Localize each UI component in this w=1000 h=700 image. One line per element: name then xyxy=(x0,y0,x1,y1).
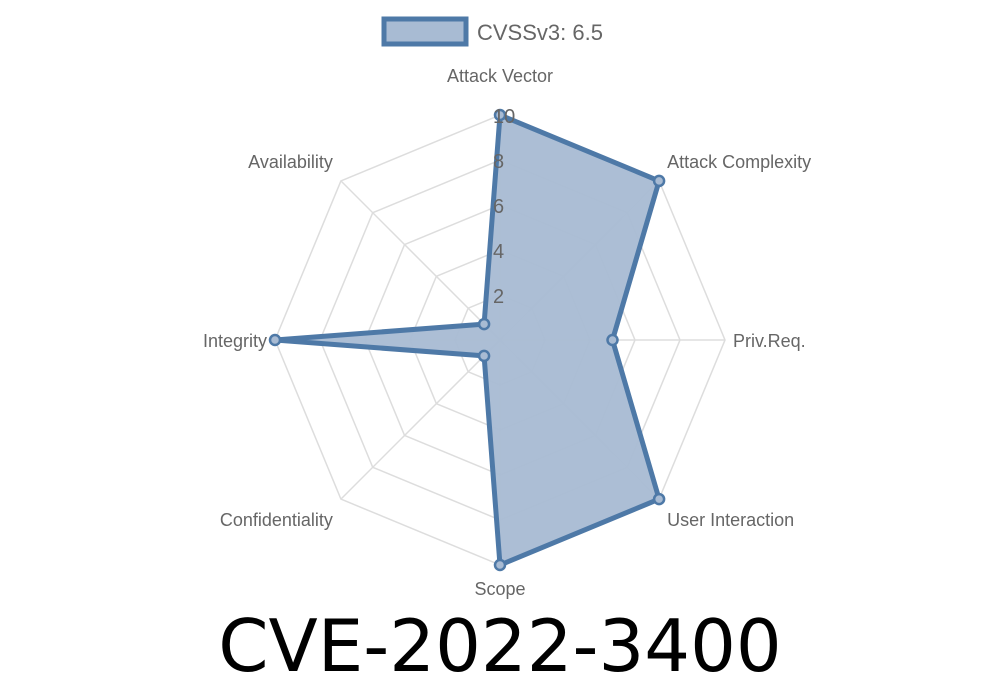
axis-label: Attack Vector xyxy=(447,66,553,86)
axis-label: Availability xyxy=(248,152,333,172)
cve-title: CVE-2022-3400 xyxy=(218,604,782,688)
tick-label: 8 xyxy=(493,151,504,173)
data-point-user-interaction[interactable] xyxy=(652,492,666,506)
legend-swatch xyxy=(381,16,469,47)
radar-series xyxy=(268,108,666,572)
tick-label: 6 xyxy=(493,196,504,218)
data-point-priv-req-[interactable] xyxy=(606,333,619,347)
tick-label: 2 xyxy=(493,286,504,308)
data-point-availability[interactable] xyxy=(477,317,491,331)
legend-label: CVSSv3: 6.5 xyxy=(477,20,603,45)
grid-spoke xyxy=(340,339,501,500)
data-point-integrity[interactable] xyxy=(268,333,282,347)
grid-spoke xyxy=(340,180,501,341)
data-point-attack-vector[interactable] xyxy=(493,108,507,122)
data-point-confidentiality[interactable] xyxy=(477,349,491,363)
axis-label: Integrity xyxy=(203,331,267,351)
data-point-attack-complexity[interactable] xyxy=(652,174,666,188)
series-area xyxy=(272,112,662,568)
axis-labels: Attack Vector Attack Complexity Priv.Req. U… xyxy=(203,66,811,599)
radar-ticks: 2 4 6 8 10 xyxy=(493,106,515,308)
axis-label: Priv.Req. xyxy=(733,331,806,351)
legend[interactable]: CVSSv3: 6.5 xyxy=(381,16,603,47)
axis-label: Attack Complexity xyxy=(667,152,811,172)
tick-label: 10 xyxy=(493,106,515,128)
axis-label: Confidentiality xyxy=(220,510,333,530)
tick-label: 4 xyxy=(493,241,504,263)
axis-label: User Interaction xyxy=(667,510,794,530)
axis-label: Scope xyxy=(474,579,525,599)
data-point-scope[interactable] xyxy=(493,558,507,572)
